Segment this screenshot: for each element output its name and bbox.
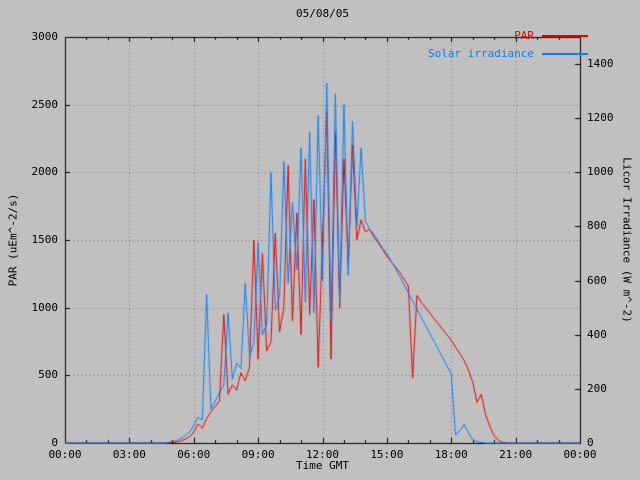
x-tick-label: 09:00 (241, 448, 275, 461)
y-right-tick-label: 800 (587, 219, 607, 233)
y-left-tick-label: 1000 (31, 300, 59, 314)
y-left-tick-label: 2000 (31, 165, 59, 179)
x-tick-label: 00:00 (563, 448, 597, 461)
x-tick-label: 15:00 (370, 448, 404, 461)
x-tick-label: 21:00 (499, 448, 533, 461)
y-left-tick-label: 0 (51, 436, 58, 449)
x-tick-label: 12:00 (305, 448, 340, 461)
legend-entry-par: PAR (514, 29, 588, 42)
y-right-tick-label: 0 (587, 436, 594, 449)
y-right-tick-label: 1200 (587, 111, 614, 125)
y-left-tick-label: 1500 (31, 233, 59, 246)
legend-solar-line-sample (542, 52, 588, 55)
y-left-tick-label: 2500 (31, 97, 59, 111)
y-left-tick-label: 3000 (31, 30, 59, 43)
legend-par-line-sample (542, 34, 588, 37)
legend-solar-label: Solar irradiance (428, 47, 534, 60)
y-left-tick-label: 500 (38, 368, 58, 382)
y-right-tick-label: 400 (587, 327, 607, 341)
x-axis-label: Time GMT (296, 459, 349, 472)
chart-title: 05/08/05 (296, 7, 349, 20)
y-right-tick-label: 200 (587, 381, 607, 395)
x-tick-label: 00:00 (48, 448, 82, 461)
y-right-tick-label: 1000 (587, 165, 614, 179)
y-right-tick-label: 1400 (587, 57, 614, 71)
y-right-axis-label: Licor Irradiance (W m^-2) (620, 157, 634, 323)
x-tick-label: 03:00 (112, 448, 146, 461)
legend-entry-solar: Solar irradiance (428, 47, 588, 60)
y-left-axis-label: PAR (uEm^-2/s) (6, 193, 20, 287)
x-tick-label: 18:00 (434, 448, 468, 461)
x-tick-label: 06:00 (177, 448, 211, 461)
y-right-tick-label: 600 (587, 273, 607, 287)
legend-par-label: PAR (514, 29, 534, 42)
